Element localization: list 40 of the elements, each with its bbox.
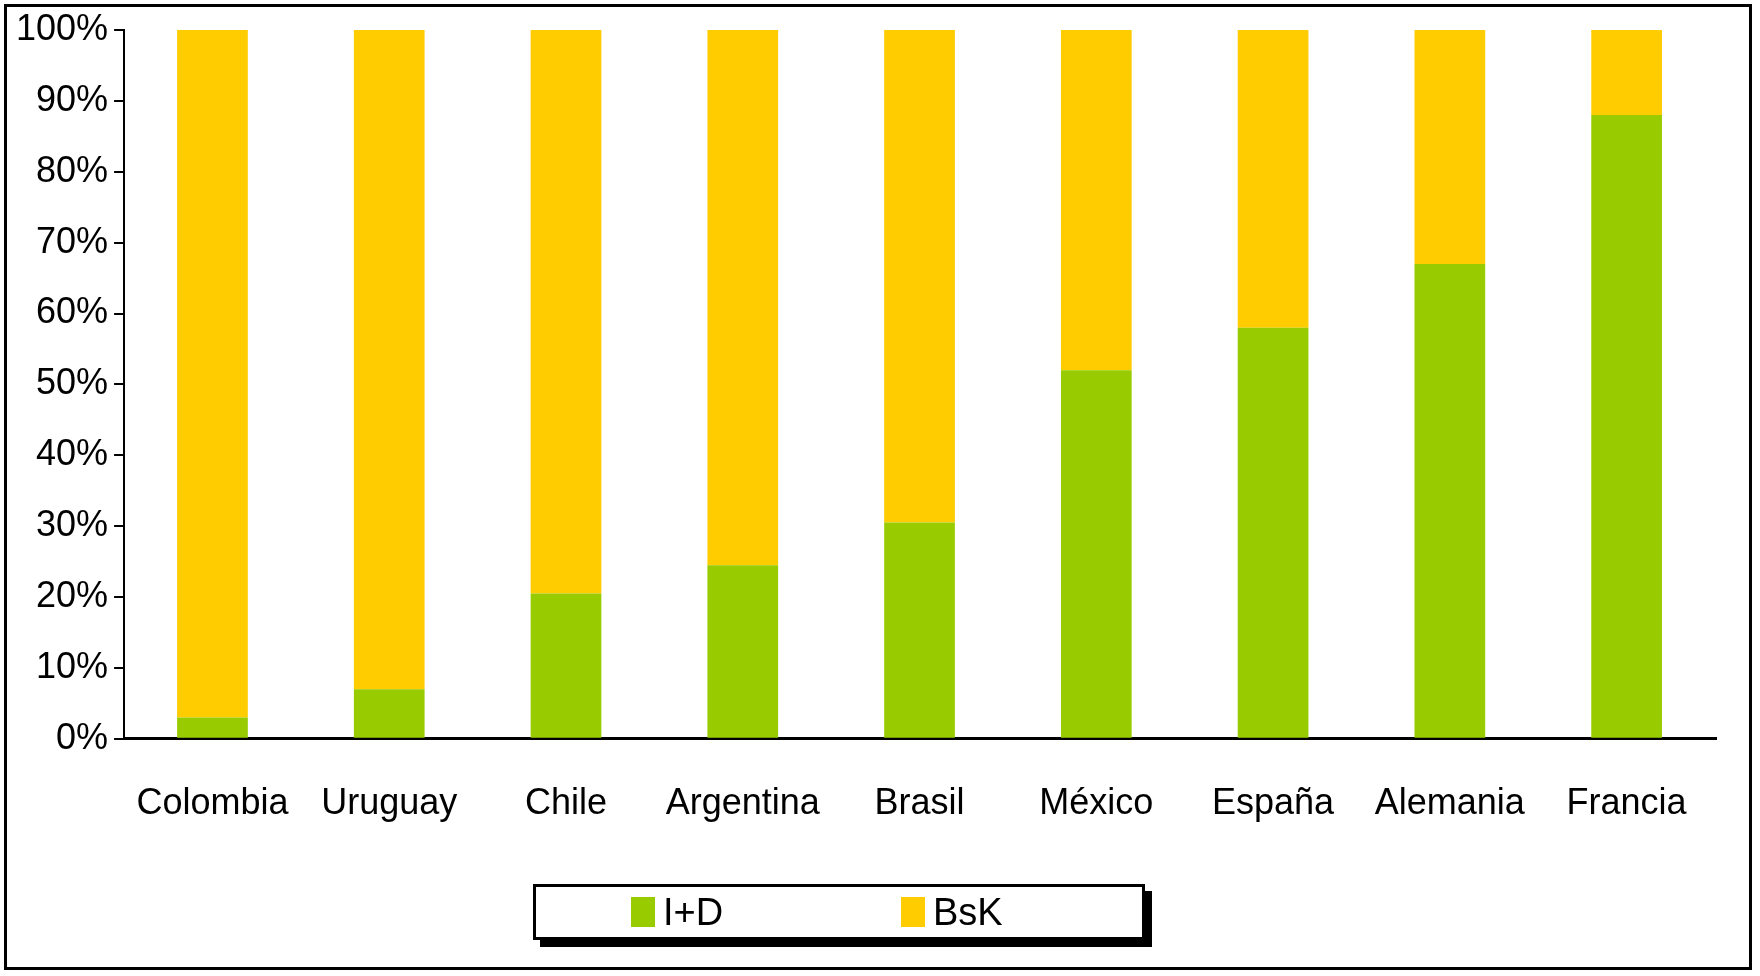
y-tick-label: 40% (36, 432, 109, 474)
bar (177, 30, 248, 718)
bar (707, 30, 779, 566)
bar (707, 565, 779, 738)
y-tick-label: 60% (36, 290, 109, 332)
bar (353, 30, 425, 690)
bar (177, 717, 248, 738)
y-tick-label: 10% (36, 644, 109, 686)
bar (1060, 30, 1132, 371)
x-tick-label: México (1039, 781, 1154, 823)
y-tick-label: 90% (36, 77, 109, 119)
y-tick-label: 80% (36, 148, 109, 190)
bar (1414, 30, 1486, 264)
legend-label: BsK (933, 890, 1003, 934)
legend-label: I+D (663, 890, 724, 934)
x-tick-label: Alemania (1374, 781, 1526, 823)
x-tick-label: España (1212, 781, 1336, 823)
x-tick-label: Francia (1566, 781, 1688, 823)
y-tick-label: 50% (36, 361, 109, 403)
x-tick-label: Colombia (136, 781, 290, 823)
x-tick-label: Chile (524, 781, 608, 823)
bar (1060, 370, 1132, 738)
x-tick-label: Uruguay (321, 781, 458, 823)
bar (530, 593, 602, 738)
bar (884, 522, 955, 738)
bar (1237, 327, 1309, 738)
bar (530, 30, 602, 594)
bar (1237, 30, 1309, 328)
y-tick-label: 70% (36, 219, 109, 261)
bar (884, 30, 955, 523)
bar (353, 689, 425, 738)
y-tick-label: 100% (16, 6, 109, 48)
bar (1414, 263, 1486, 738)
y-tick-label: 30% (36, 503, 109, 545)
x-tick-label: Brasil (874, 781, 965, 823)
x-tick-label: Argentina (665, 781, 821, 823)
y-tick-label: 20% (36, 573, 109, 615)
bar (1591, 115, 1662, 738)
y-tick-label: 0% (56, 715, 109, 757)
bar (1591, 30, 1662, 116)
